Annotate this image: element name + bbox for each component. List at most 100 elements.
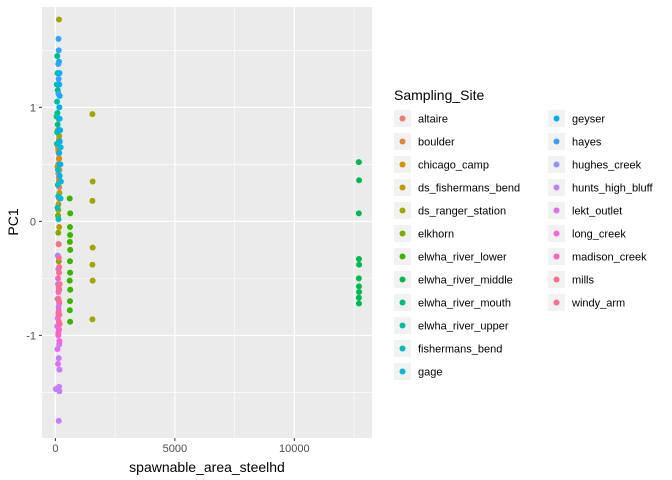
data-point (356, 261, 363, 268)
data-point (355, 283, 362, 290)
legend-label: elkhorn (418, 229, 454, 241)
data-point (55, 216, 62, 223)
data-point (54, 346, 61, 353)
legend-swatch (399, 138, 406, 145)
minor-gridlines (42, 7, 372, 438)
data-point (66, 277, 73, 284)
data-point (67, 232, 74, 239)
data-point (56, 81, 63, 88)
data-point (89, 277, 96, 284)
data-point (56, 388, 63, 395)
data-point (56, 161, 63, 168)
legend-label: geyser (572, 114, 605, 126)
data-point (67, 269, 74, 276)
data-point (355, 159, 362, 166)
data-point (55, 229, 62, 236)
data-point (56, 269, 63, 276)
data-point (66, 258, 73, 265)
legend-swatch (399, 207, 406, 214)
data-point (67, 318, 74, 325)
data-point (89, 197, 96, 204)
data-point (56, 224, 63, 231)
y-axis-ticks: -1 0 1 (26, 102, 42, 342)
major-gridlines (42, 7, 372, 438)
data-point (55, 307, 62, 314)
data-point (55, 61, 62, 68)
data-point (55, 295, 62, 302)
data-point (55, 417, 62, 424)
legend-swatch (553, 207, 560, 214)
data-point (55, 289, 62, 296)
data-point (56, 366, 63, 373)
data-points (52, 16, 363, 424)
legend-label: elwha_river_middle (418, 275, 513, 287)
legend-label: madison_creek (572, 252, 647, 264)
legend-swatch (553, 161, 560, 168)
data-point (55, 75, 62, 82)
y-tick-label: 0 (30, 216, 36, 228)
x-tick-label: 5000 (163, 443, 187, 455)
data-point (55, 284, 62, 291)
data-point (57, 144, 64, 151)
legend-label: mills (572, 275, 594, 287)
legend-swatch (553, 253, 560, 260)
data-point (89, 316, 96, 323)
data-point (56, 115, 63, 122)
legend-label: windy_arm (571, 298, 625, 310)
data-point (56, 149, 63, 156)
legend-label: fishermans_bend (418, 344, 502, 356)
data-point (55, 360, 62, 367)
data-point (56, 263, 63, 270)
data-point (56, 127, 63, 134)
data-point (66, 307, 73, 314)
data-point (56, 155, 63, 162)
legend-swatch (553, 299, 560, 306)
data-point (66, 298, 73, 305)
data-point (54, 53, 61, 60)
data-point (89, 261, 96, 268)
x-axis-title: spawnable_area_steelhd (129, 459, 285, 475)
x-tick-label: 0 (52, 443, 58, 455)
data-point (355, 210, 362, 217)
data-point (356, 177, 363, 184)
data-point (55, 16, 62, 23)
legend-swatch (399, 345, 406, 352)
legend: altaire boulder chicago_camp ds_fishermans_… (394, 110, 653, 380)
legend-swatch (553, 184, 560, 191)
data-point (55, 330, 62, 337)
data-point (355, 294, 362, 301)
data-point (56, 104, 63, 111)
legend-label: altaire (418, 114, 448, 126)
legend-swatch (399, 276, 406, 283)
y-axis-title: PC1 (5, 208, 21, 235)
data-point (54, 121, 61, 128)
data-point (57, 195, 64, 202)
legend-label: boulder (418, 137, 455, 149)
data-point (56, 320, 63, 327)
data-point (67, 210, 74, 217)
legend-label: long_creek (572, 229, 626, 241)
legend-title: Sampling_Site (394, 87, 484, 103)
x-tick-label: 10000 (279, 443, 310, 455)
data-point (56, 311, 63, 318)
data-point (56, 70, 63, 77)
legend-swatch (399, 299, 406, 306)
legend-swatch (399, 368, 406, 375)
legend-swatch (399, 230, 406, 237)
data-point (356, 289, 363, 296)
legend-swatch (399, 253, 406, 260)
data-point (54, 98, 61, 105)
data-point (66, 238, 73, 245)
data-point (355, 255, 362, 262)
legend-swatch (553, 230, 560, 237)
legend-label: hunts_high_bluff (572, 183, 653, 195)
data-point (55, 47, 62, 54)
legend-swatch (399, 161, 406, 168)
data-point (55, 355, 62, 362)
data-point (55, 254, 62, 261)
legend-swatch (553, 138, 560, 145)
data-point (355, 275, 362, 282)
legend-label: elwha_river_mouth (418, 298, 511, 310)
legend-label: ds_ranger_station (418, 206, 506, 218)
